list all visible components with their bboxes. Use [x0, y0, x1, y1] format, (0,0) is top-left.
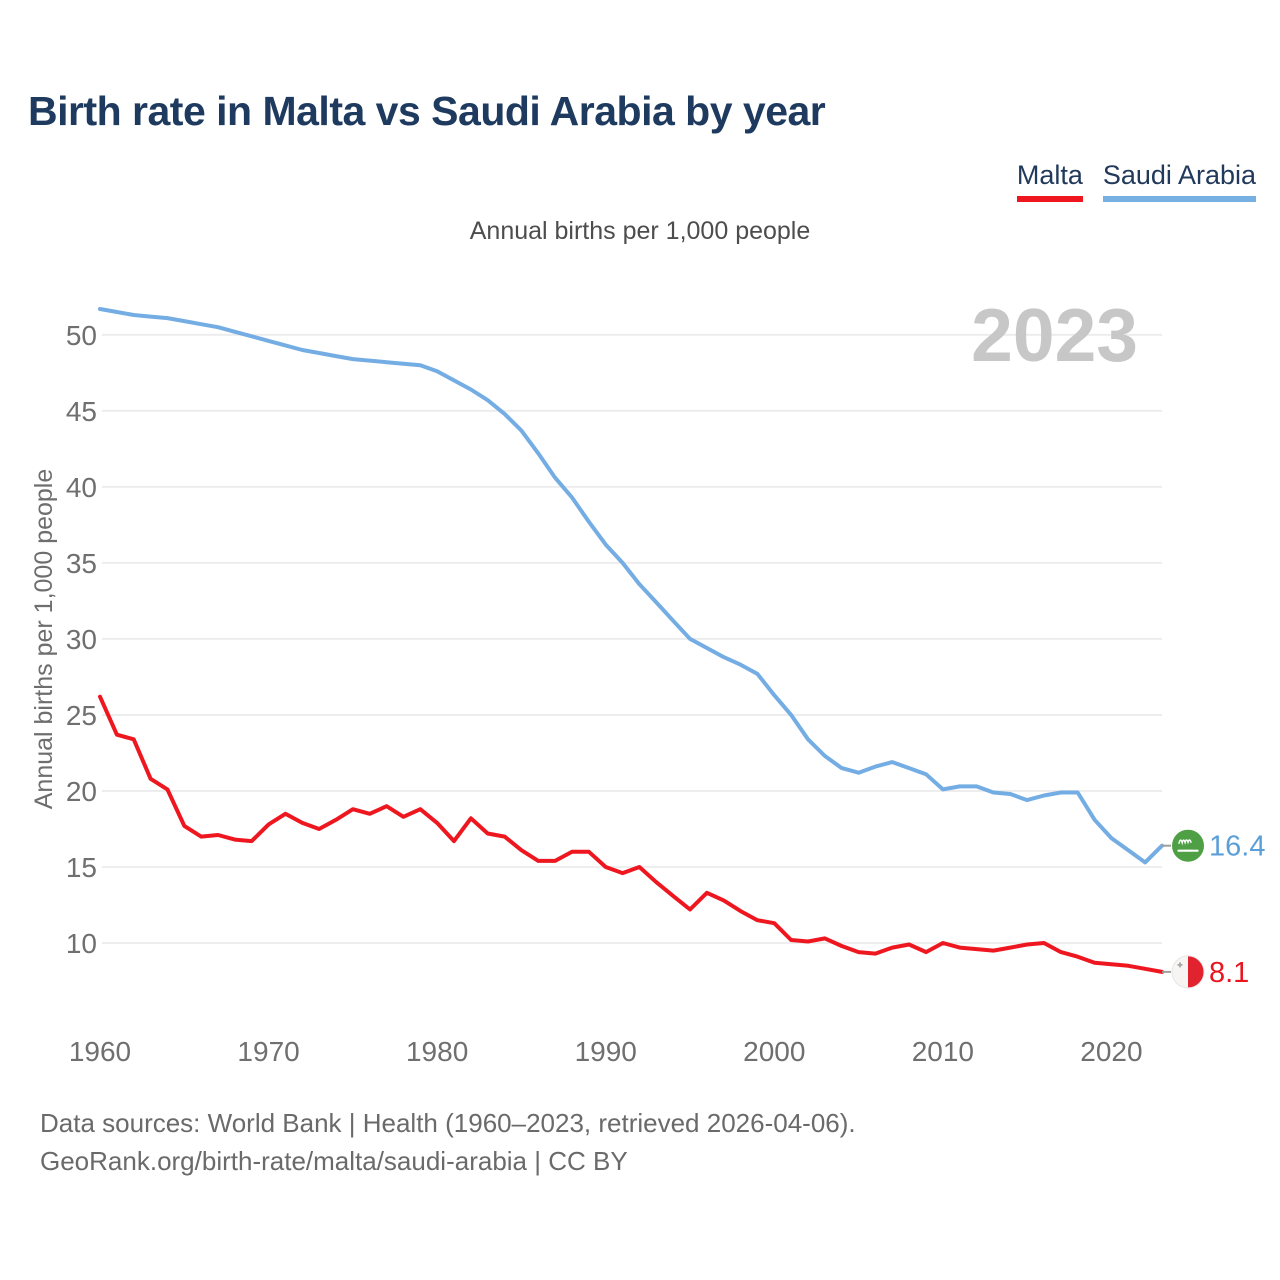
malta-flag-icon	[1171, 955, 1205, 989]
x-tick-label: 1980	[406, 1036, 468, 1067]
saudi-arabia-end-marker: 16.4	[1162, 829, 1265, 863]
x-tick-label: 2020	[1080, 1036, 1142, 1067]
y-tick-label: 40	[66, 472, 97, 503]
footer-attribution-link[interactable]: GeoRank.org/birth-rate/malta/saudi-arabi…	[40, 1146, 628, 1176]
page-title: Birth rate in Malta vs Saudi Arabia by y…	[28, 88, 826, 134]
series-line-malta	[98, 694, 1164, 974]
y-tick-label: 30	[66, 624, 97, 655]
x-tick-label: 1990	[575, 1036, 637, 1067]
x-tick-label: 1970	[237, 1036, 299, 1067]
y-tick-label: 20	[66, 776, 97, 807]
x-tick-label: 2000	[743, 1036, 805, 1067]
footer-data-sources: Data sources: World Bank | Health (1960–…	[40, 1108, 856, 1138]
legend-item-saudi-arabia[interactable]: Saudi Arabia	[1102, 160, 1256, 202]
saudi-arabia-flag-icon	[1172, 829, 1204, 862]
y-tick-label: 15	[66, 852, 97, 883]
chart-subtitle: Annual births per 1,000 people	[469, 217, 811, 245]
y-axis-title: Annual births per 1,000 people	[30, 469, 58, 810]
saudi-arabia-end-value: 16.4	[1209, 831, 1265, 863]
malta-end-marker: 8.1	[1162, 955, 1249, 989]
legend-item-malta[interactable]: Malta	[1016, 160, 1083, 202]
y-tick-label: 50	[66, 320, 97, 351]
x-tick-label: 2010	[912, 1036, 974, 1067]
chart-footer: Data sources: World Bank | Health (1960–…	[40, 1104, 856, 1180]
y-tick-label: 35	[66, 548, 97, 579]
y-tick-label: 45	[66, 396, 97, 427]
series-lines	[98, 307, 1164, 974]
series-line-saudi-arabia	[98, 307, 1164, 865]
x-axis-tick-labels: 1960 1970 1980 1990 2000 2010 2020	[69, 1036, 1143, 1067]
chart-legend: Malta Saudi Arabia	[1016, 160, 1256, 202]
y-axis-tick-labels: 10 15 20 25 30 35 40 45 50	[66, 320, 97, 959]
gridlines	[102, 333, 1162, 944]
x-tick-label: 1960	[69, 1036, 131, 1067]
y-tick-label: 25	[66, 700, 97, 731]
y-tick-label: 10	[66, 928, 97, 959]
malta-end-value: 8.1	[1209, 957, 1249, 989]
chart-watermark-year: 2023	[971, 293, 1138, 377]
